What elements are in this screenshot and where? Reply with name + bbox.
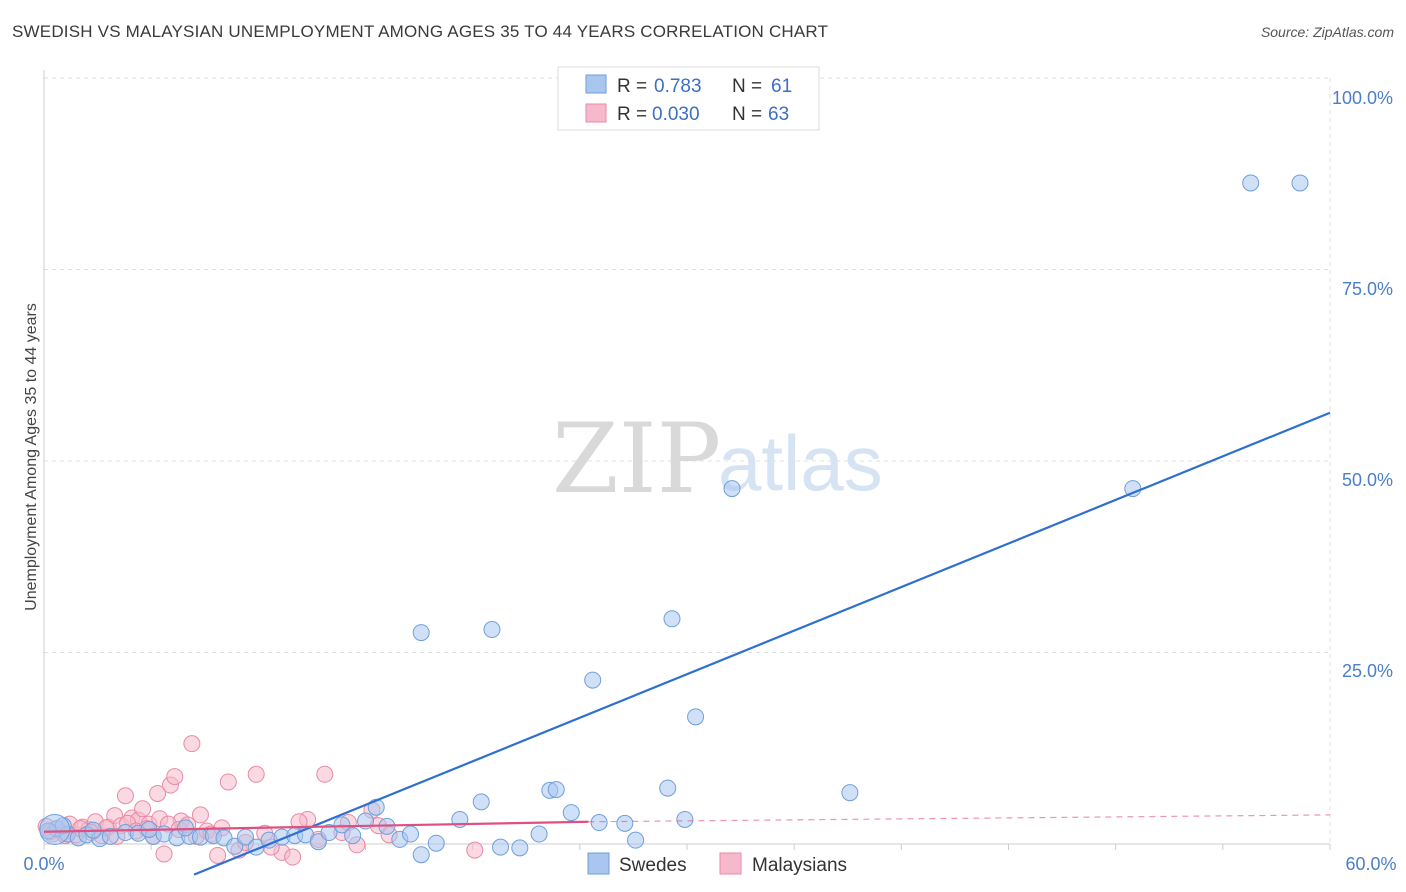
legend-malaysians-r-value: 0.030 bbox=[652, 104, 700, 125]
swedes-point-49 bbox=[663, 610, 681, 628]
swedes-point-43 bbox=[584, 671, 602, 689]
malaysians-point-16 bbox=[134, 800, 152, 818]
swedes-point-54 bbox=[1242, 174, 1260, 192]
y-tick-label-50: 50.0% bbox=[1342, 470, 1393, 490]
malaysians-point-13 bbox=[116, 787, 134, 805]
x-tick-label-max: 60.0% bbox=[1345, 854, 1396, 874]
watermark-zip: ZIP bbox=[552, 403, 721, 515]
swedes-point-25 bbox=[344, 827, 362, 845]
swedes-point-45 bbox=[616, 814, 634, 832]
y-tick-label-25: 25.0% bbox=[1342, 661, 1393, 681]
y-tick-label-100: 100.0% bbox=[1332, 88, 1393, 108]
swedes-point-35 bbox=[492, 838, 510, 856]
swedes-point-52 bbox=[841, 784, 859, 802]
malaysians-point-24 bbox=[183, 735, 201, 753]
malaysians-point-30 bbox=[247, 765, 265, 783]
malaysians-trend-extension bbox=[588, 814, 1331, 823]
malaysians-point-28 bbox=[219, 773, 237, 791]
legend-swatch-malaysians bbox=[585, 103, 607, 123]
malaysians-point-27 bbox=[209, 846, 227, 864]
series-legend: Swedes Malaysians bbox=[587, 852, 847, 876]
malaysians-point-33 bbox=[284, 848, 302, 866]
swedes-point-51 bbox=[723, 480, 741, 498]
legend-swedes-n-label: N = bbox=[732, 76, 762, 97]
swedes-point-48 bbox=[676, 810, 694, 828]
legend-swedes-n-value: 61 bbox=[771, 76, 792, 97]
malaysians-point-40 bbox=[466, 841, 484, 859]
swedes-point-37 bbox=[483, 621, 501, 639]
swedes-point-46 bbox=[627, 831, 645, 849]
trend-lines bbox=[43, 411, 1331, 876]
legend-swedes-r-label: R = bbox=[617, 76, 647, 97]
swedes-point-36 bbox=[412, 624, 430, 642]
malaysians-trend-line bbox=[43, 820, 589, 833]
bottom-legend-swedes: Swedes bbox=[619, 855, 687, 876]
malaysians-point-22 bbox=[166, 768, 184, 786]
chart-title: SWEDISH VS MALAYSIAN UNEMPLOYMENT AMONG … bbox=[12, 22, 829, 41]
swedes-point-39 bbox=[530, 825, 548, 843]
swedes-point-44 bbox=[590, 814, 608, 832]
legend-malaysians-n-value: 63 bbox=[768, 104, 789, 125]
chart-source: Source: ZipAtlas.com bbox=[1260, 24, 1394, 40]
malaysians-point-19 bbox=[149, 784, 167, 802]
y-axis-title: Unemployment Among Ages 35 to 44 years bbox=[23, 303, 40, 611]
swedes-point-60 bbox=[176, 819, 194, 837]
swedes-point-34 bbox=[472, 793, 490, 811]
swedes-point-23 bbox=[320, 824, 338, 842]
malaysians-point-20 bbox=[155, 845, 173, 863]
legend-swedes-r-value: 0.783 bbox=[654, 76, 702, 97]
malaysians-point-54 bbox=[191, 806, 209, 824]
bottom-legend-malaysians: Malaysians bbox=[752, 855, 847, 876]
bottom-legend-swatch-swedes bbox=[587, 852, 610, 875]
legend-malaysians-n-label: N = bbox=[732, 104, 762, 125]
swedes-point-large bbox=[39, 813, 71, 845]
swedes-point-24 bbox=[333, 816, 351, 834]
legend-swatch-swedes bbox=[585, 74, 607, 94]
swedes-point-30 bbox=[402, 825, 420, 843]
swedes-points bbox=[39, 174, 1309, 864]
swedes-point-50 bbox=[687, 708, 705, 726]
swedes-point-55 bbox=[1291, 174, 1309, 192]
swedes-point-32 bbox=[427, 834, 445, 852]
swedes-point-31 bbox=[412, 846, 430, 864]
correlation-legend: R = 0.783 N = 61 R = 0.030 N = 63 bbox=[557, 66, 820, 131]
swedes-point-42 bbox=[562, 804, 580, 822]
x-tick-label-min: 0.0% bbox=[23, 854, 64, 874]
malaysians-point-35 bbox=[316, 765, 334, 783]
swedes-point-38 bbox=[511, 839, 529, 857]
swedes-point-47 bbox=[659, 779, 677, 797]
swedes-point-41 bbox=[547, 781, 565, 799]
bottom-legend-swatch-malaysians bbox=[719, 852, 742, 875]
y-tick-label-75: 75.0% bbox=[1342, 279, 1393, 299]
swedes-trend-line bbox=[193, 411, 1331, 876]
legend-malaysians-r-label: R = bbox=[617, 104, 647, 125]
watermark-atlas: atlas bbox=[718, 419, 883, 507]
